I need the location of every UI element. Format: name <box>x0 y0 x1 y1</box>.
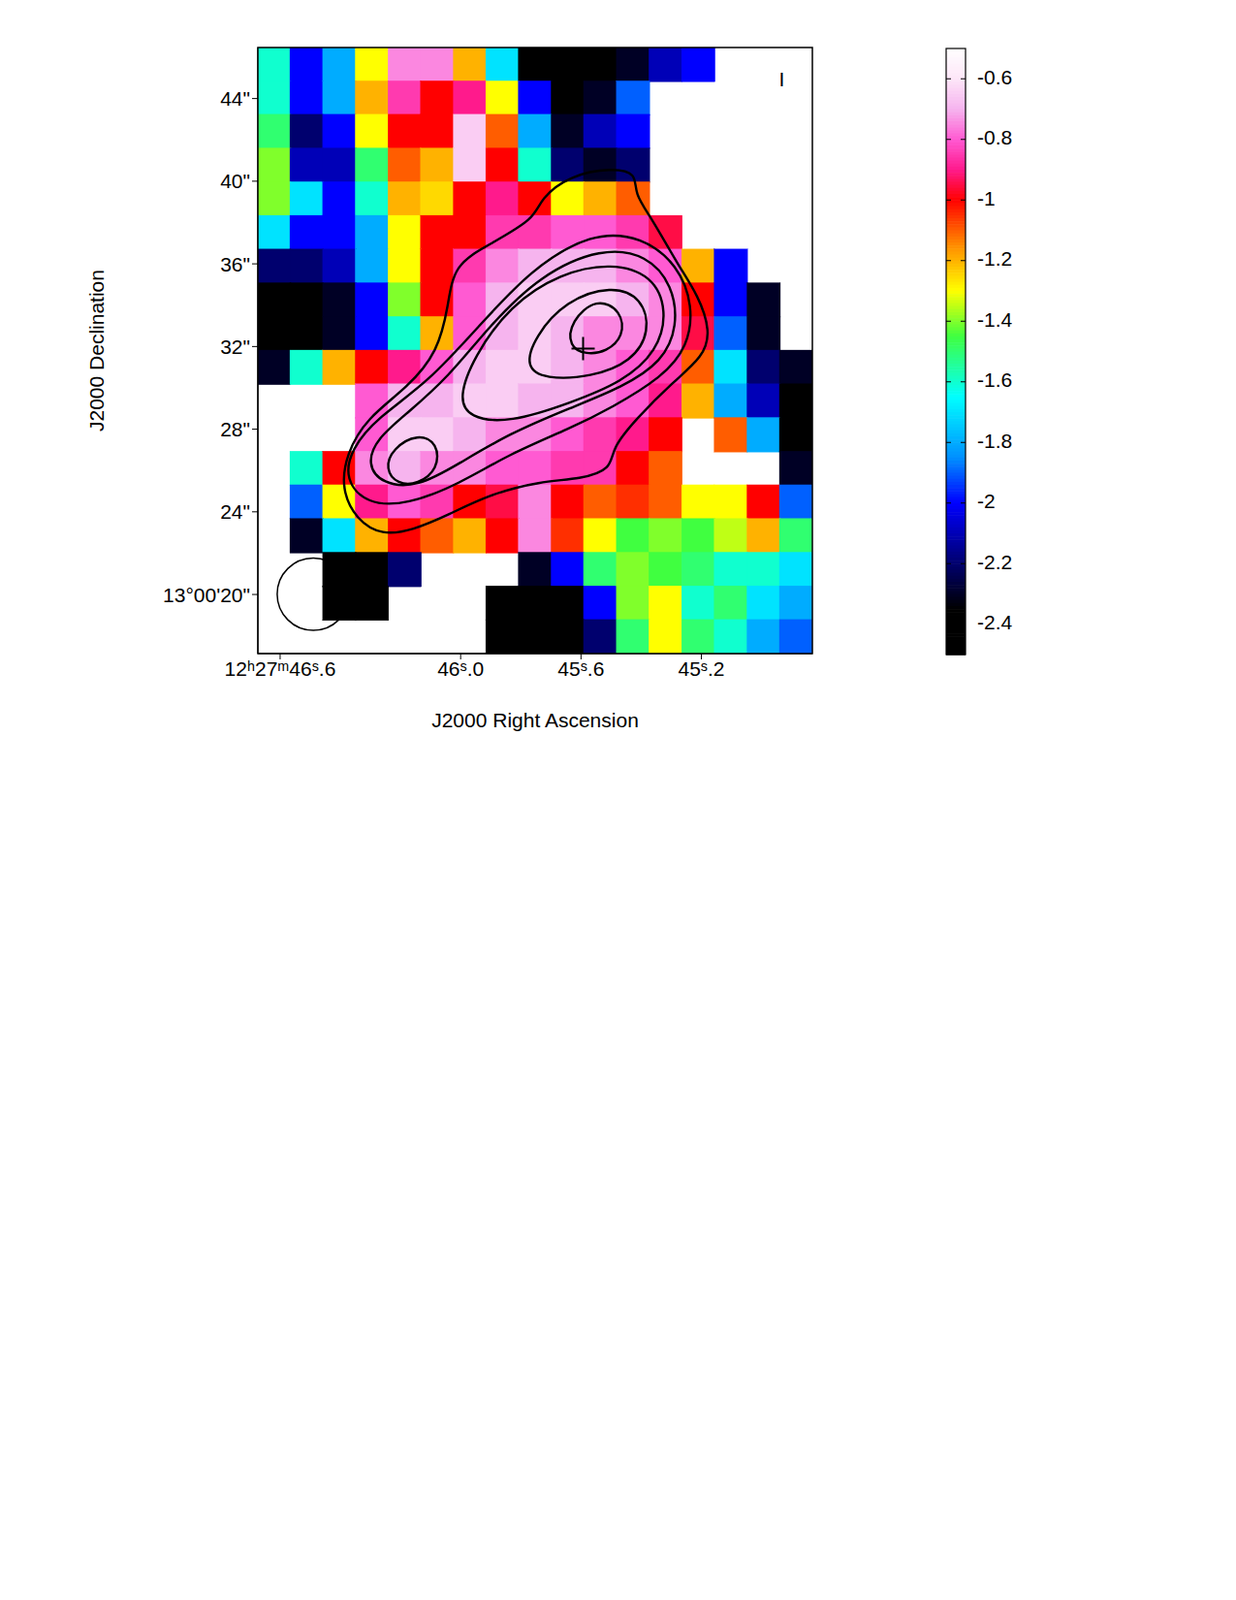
svg-text:-1.4: -1.4 <box>977 308 1014 331</box>
svg-text:-0.6: -0.6 <box>977 65 1013 89</box>
svg-text:J2000 Declination: J2000 Declination <box>85 269 108 432</box>
svg-text:44": 44" <box>220 87 251 110</box>
svg-text:46ˢ.0: 46ˢ.0 <box>437 657 484 680</box>
svg-text:24": 24" <box>220 500 251 523</box>
svg-text:-2.2: -2.2 <box>977 550 1013 573</box>
svg-text:I: I <box>779 67 786 91</box>
svg-text:-2: -2 <box>977 489 996 512</box>
svg-text:45ˢ.2: 45ˢ.2 <box>677 657 725 680</box>
svg-text:-1.2: -1.2 <box>977 247 1013 270</box>
svg-text:-1: -1 <box>977 187 996 210</box>
svg-text:32": 32" <box>220 335 251 358</box>
svg-text:-2.4: -2.4 <box>977 610 1014 634</box>
svg-text:40": 40" <box>220 169 251 192</box>
svg-text:45ˢ.6: 45ˢ.6 <box>557 657 604 680</box>
svg-text:28": 28" <box>220 417 251 441</box>
svg-text:-1.8: -1.8 <box>977 429 1013 452</box>
svg-text:13°00'20": 13°00'20" <box>162 583 251 606</box>
svg-text:36": 36" <box>220 253 251 276</box>
svg-text:-0.8: -0.8 <box>977 126 1013 149</box>
svg-text:-1.6: -1.6 <box>977 368 1013 391</box>
svg-text:12ʰ27ᵐ46ˢ.6: 12ʰ27ᵐ46ˢ.6 <box>224 657 337 680</box>
svg-text:J2000 Right Ascension: J2000 Right Ascension <box>431 708 639 731</box>
